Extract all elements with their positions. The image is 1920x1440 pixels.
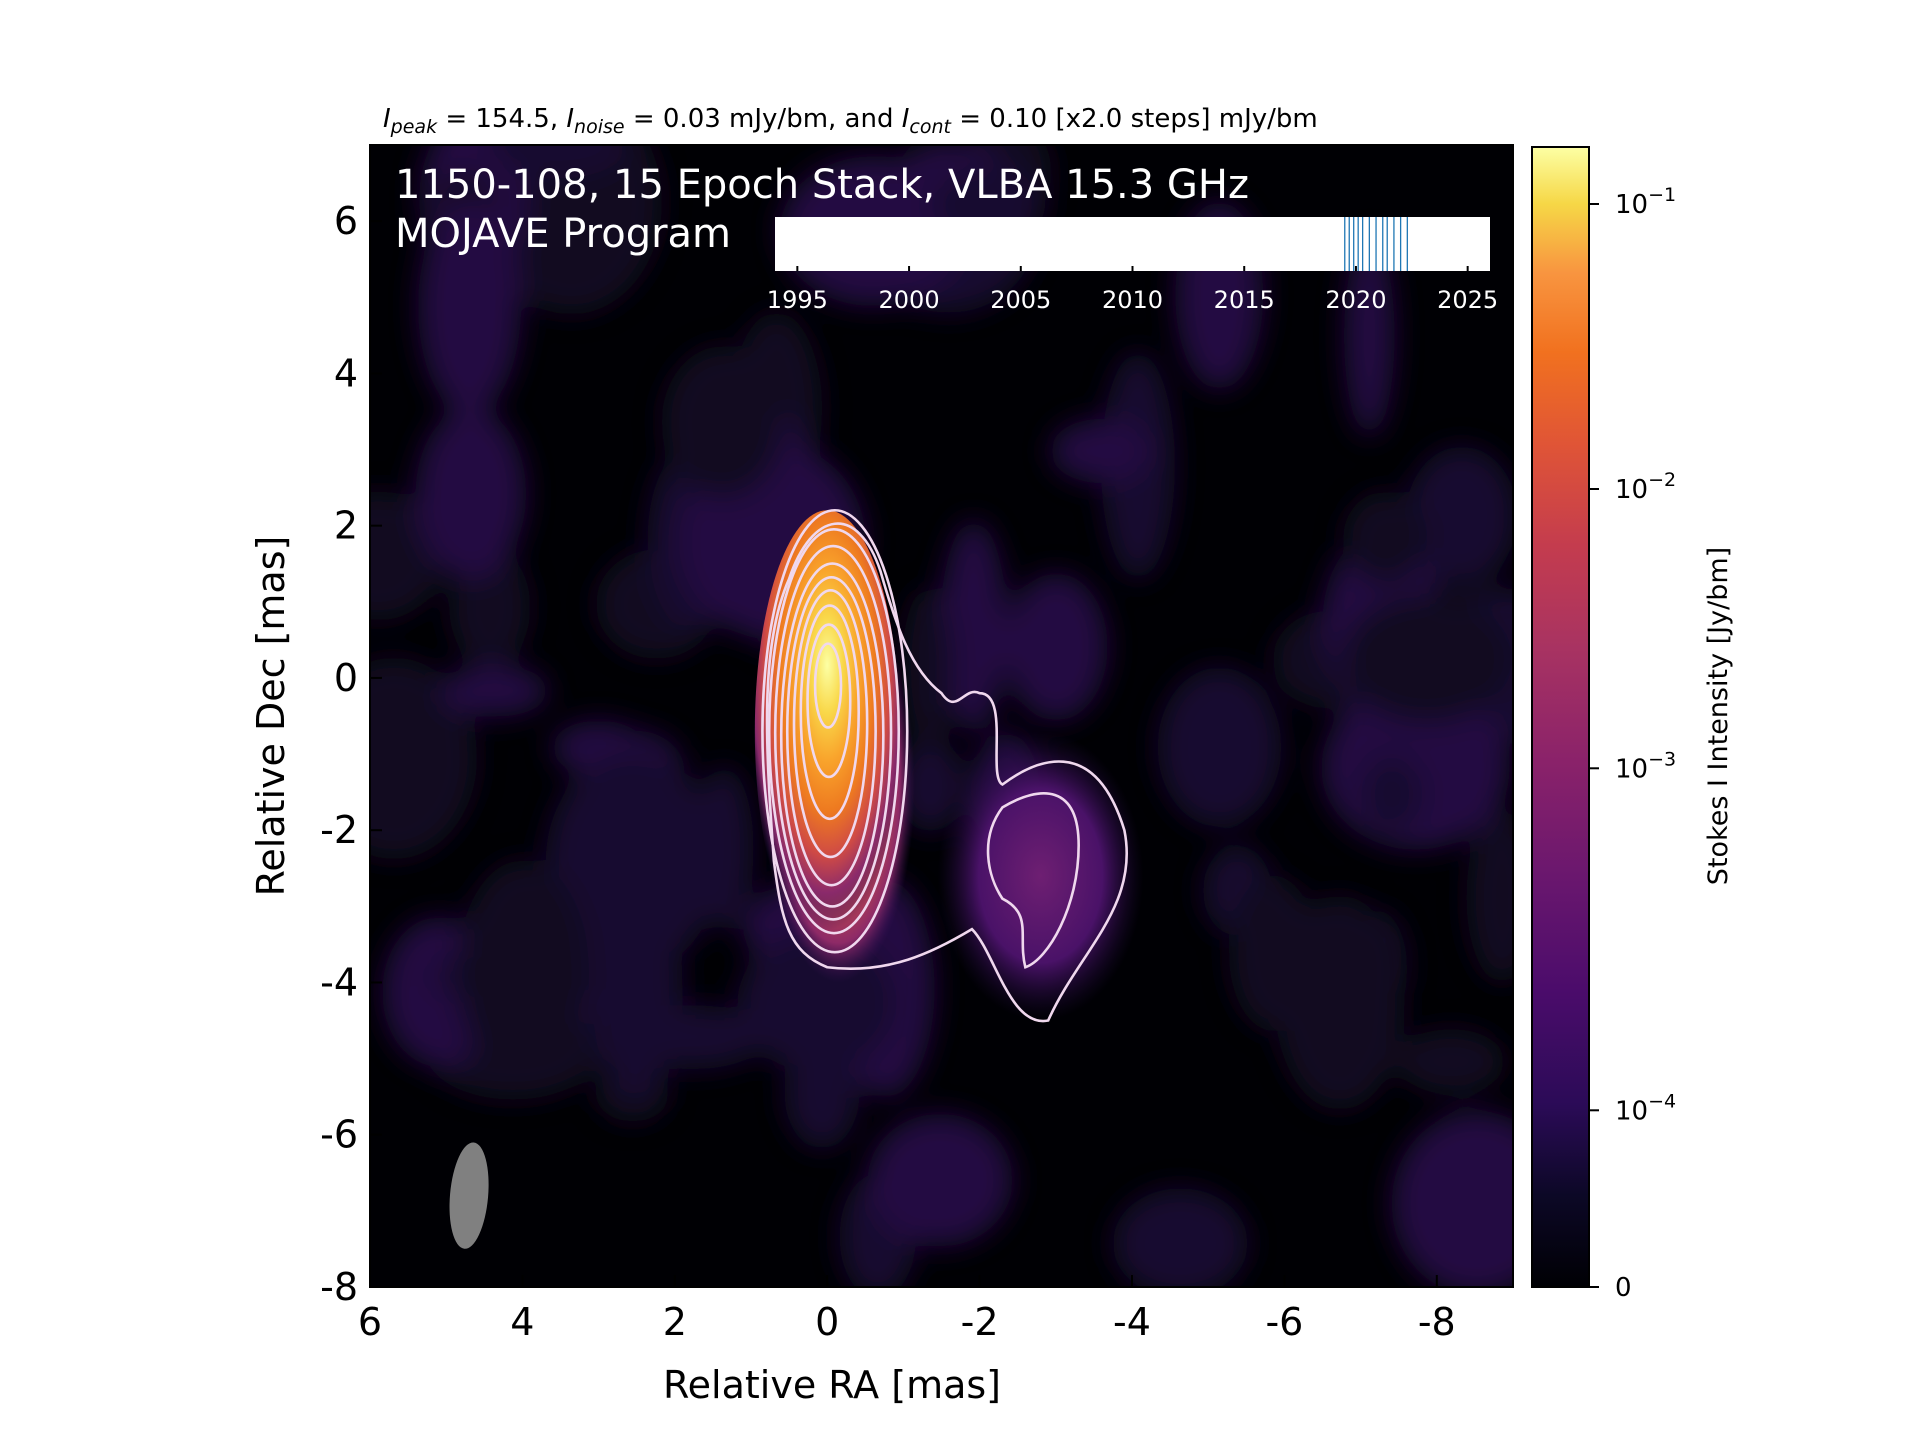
noise-blob [457, 859, 590, 1084]
noise-blob [1466, 811, 1513, 984]
colorbar-gradient [1531, 146, 1590, 1288]
contour-level [799, 604, 860, 821]
colorbar: 10−1 10−2 10−3 10−4 0 Stokes I Intensity [Jy… [1531, 146, 1734, 1303]
y-tick-label: 4 [334, 351, 358, 395]
colorbar-tick-label: 10−2 [1615, 469, 1676, 505]
noise-blob [901, 587, 953, 750]
noise-blob [1391, 1111, 1513, 1287]
x-tick-label: 0 [815, 1300, 839, 1344]
noise-blob [418, 198, 521, 415]
x-tick-label: -6 [1265, 1300, 1303, 1344]
noise-blob [784, 1037, 860, 1150]
noise-blob [1361, 754, 1423, 834]
contour-level [761, 508, 909, 954]
chart-title: 1150-108, 15 Epoch Stack, VLBA 15.3 GHz [395, 162, 1249, 208]
noise-blob [489, 145, 627, 179]
y-axis-label: Relative Dec [mas] [249, 536, 293, 897]
image-frame [369, 144, 1514, 1288]
contour-level [773, 544, 893, 921]
noise-blob [1274, 895, 1405, 1110]
x-tick-label: -8 [1418, 1300, 1456, 1344]
colorbar-tick-label: 10−3 [1615, 748, 1676, 784]
x-axis-label: Relative RA [mas] [663, 1363, 1001, 1407]
noise-blob [415, 408, 527, 579]
colorbar-label: Stokes I Intensity [Jy/bm] [1703, 547, 1734, 885]
colorbar-tick-label: 0 [1615, 1273, 1632, 1303]
timeline-tick-label: 2020 [1325, 286, 1386, 314]
y-tick-label: -6 [320, 1113, 358, 1157]
background-noise [370, 145, 1513, 1287]
noise-blob [1004, 573, 1108, 721]
x-tick-label: -2 [961, 1300, 999, 1344]
noise-blob [867, 1113, 1013, 1247]
y-tick-label: -8 [320, 1265, 358, 1309]
noise-blob [1157, 667, 1282, 828]
intensity-map [370, 145, 1513, 1287]
timeline-box [775, 217, 1490, 271]
noise-blob [1050, 419, 1151, 483]
x-tick-label: 4 [510, 1300, 534, 1344]
image-panel: 6 4 2 0 -2 -4 -6 -8 6 4 2 0 -2 -4 -6 -8 1150-108, 15 E… [320, 144, 1514, 1344]
noise-blob [1406, 446, 1513, 586]
header-stats: Ipeak = 154.5, Inoise = 0.03 mJy/bm, and… [383, 104, 1318, 138]
noise-blob [940, 520, 1008, 733]
contour-level [813, 642, 843, 729]
timeline-ticks: 1995 2000 2005 2010 2015 2020 2025 [767, 266, 1498, 314]
x-tick-label: 2 [663, 1300, 687, 1344]
noise-blob [694, 766, 754, 930]
contour-outer [765, 522, 1129, 1023]
timeline-tick-label: 1995 [767, 286, 828, 314]
colorbar-tick-label: 10−4 [1615, 1090, 1676, 1126]
contour-level [779, 562, 885, 908]
y-tick-label: 6 [334, 199, 358, 243]
noise-blob [370, 657, 478, 860]
x-tick-label: -4 [1113, 1300, 1151, 1344]
y-tick-label: -4 [320, 960, 358, 1004]
timeline-tick-label: 2025 [1437, 286, 1498, 314]
jet-knot-emission [937, 731, 1144, 1021]
noise-blob [440, 665, 549, 717]
noise-blob [1112, 1188, 1248, 1287]
contour-level [767, 527, 901, 935]
timeline-tick-label: 2005 [990, 286, 1051, 314]
contour-level [792, 588, 869, 859]
timeline-tick-label: 2010 [1102, 286, 1163, 314]
colorbar-ticks: 10−1 10−2 10−3 10−4 0 [1589, 184, 1676, 1303]
noise-blob [1397, 1028, 1506, 1095]
timeline-tick-label: 2000 [879, 286, 940, 314]
x-axis-ticks: 6 4 2 0 -2 -4 -6 -8 [358, 1275, 1456, 1344]
y-axis-ticks: 6 4 2 0 -2 -4 -6 -8 [320, 199, 382, 1309]
timeline-tick-label: 2015 [1214, 286, 1275, 314]
y-tick-label: -2 [320, 808, 358, 852]
y-tick-label: 2 [334, 504, 358, 548]
chart-subtitle: MOJAVE Program [395, 211, 731, 257]
noise-blob [1344, 235, 1395, 437]
timeline-epochs [1344, 217, 1408, 271]
epoch-timeline: 1995 2000 2005 2010 2015 2020 2025 [767, 217, 1498, 314]
noise-blob [1342, 491, 1428, 586]
contour-layer [761, 508, 1129, 1023]
x-tick-label: 6 [358, 1300, 382, 1344]
noise-blob [661, 345, 785, 499]
noise-blob [545, 751, 720, 973]
beam-ellipse [449, 1142, 489, 1249]
contour-level [806, 623, 852, 779]
colorbar-tick-label: 10−1 [1615, 184, 1676, 220]
noise-blob [1341, 594, 1513, 724]
y-tick-label: 0 [334, 656, 358, 700]
contour-knot [986, 792, 1080, 969]
contour-level [785, 576, 877, 887]
